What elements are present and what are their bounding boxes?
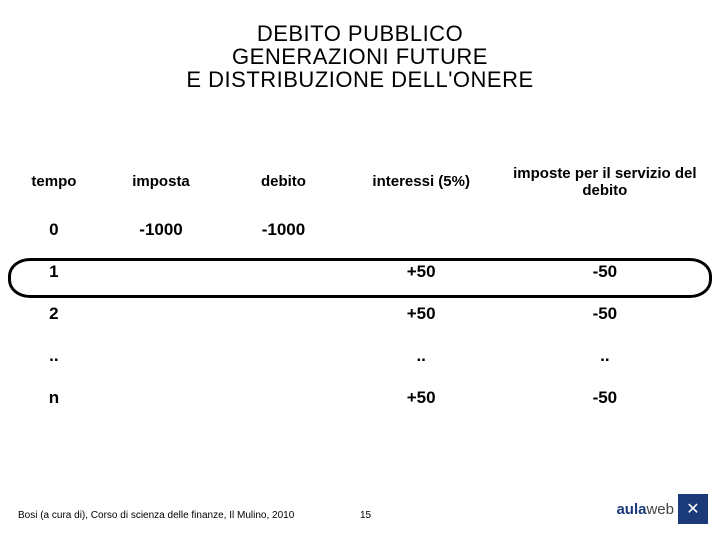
table-row: 1 +50 -50 xyxy=(8,251,712,293)
cell-imposta: -1000 xyxy=(100,209,222,251)
cell-interessi: +50 xyxy=(345,251,498,293)
slide-title: DEBITO PUBBLICO GENERAZIONI FUTURE E DIS… xyxy=(0,0,720,91)
slide-footer: Bosi (a cura di), Corso di scienza delle… xyxy=(0,500,720,530)
cell-servizio: -50 xyxy=(498,377,712,419)
cell-tempo: 2 xyxy=(8,293,100,335)
col-header-imposta: imposta xyxy=(100,155,222,209)
cell-debito: -1000 xyxy=(222,209,344,251)
cell-debito xyxy=(222,377,344,419)
table-header-row: tempo imposta debito interessi (5%) impo… xyxy=(8,155,712,209)
cell-servizio: -50 xyxy=(498,293,712,335)
logo-text: aulaweb xyxy=(616,501,674,518)
cell-debito xyxy=(222,335,344,377)
cell-interessi: .. xyxy=(345,335,498,377)
title-line-1: DEBITO PUBBLICO xyxy=(0,22,720,45)
cell-servizio: .. xyxy=(498,335,712,377)
table-row: 2 +50 -50 xyxy=(8,293,712,335)
col-header-servizio: imposte per il servizio del debito xyxy=(498,155,712,209)
cell-tempo: 1 xyxy=(8,251,100,293)
table-row: .. .. .. xyxy=(8,335,712,377)
cell-debito xyxy=(222,251,344,293)
table-row: 0 -1000 -1000 xyxy=(8,209,712,251)
citation-text: Bosi (a cura di), Corso di scienza delle… xyxy=(0,510,294,521)
page-number: 15 xyxy=(360,510,371,521)
cell-interessi xyxy=(345,209,498,251)
cell-servizio xyxy=(498,209,712,251)
cell-imposta xyxy=(100,293,222,335)
cell-imposta xyxy=(100,377,222,419)
title-line-2: GENERAZIONI FUTURE xyxy=(0,45,720,68)
table-row: n +50 -50 xyxy=(8,377,712,419)
logo-text-aula: aula xyxy=(616,501,646,518)
cell-debito xyxy=(222,293,344,335)
cell-tempo: 0 xyxy=(8,209,100,251)
title-line-3: E DISTRIBUZIONE DELL'ONERE xyxy=(0,68,720,91)
col-header-tempo: tempo xyxy=(8,155,100,209)
cell-interessi: +50 xyxy=(345,293,498,335)
cell-imposta xyxy=(100,335,222,377)
debt-table: tempo imposta debito interessi (5%) impo… xyxy=(8,155,712,419)
logo-text-web: web xyxy=(646,501,674,518)
logo-mark-icon: ✕ xyxy=(678,494,708,524)
aulaweb-logo: aulaweb ✕ xyxy=(616,494,708,524)
cell-imposta xyxy=(100,251,222,293)
cell-interessi: +50 xyxy=(345,377,498,419)
cell-tempo: .. xyxy=(8,335,100,377)
col-header-debito: debito xyxy=(222,155,344,209)
logo-glyph: ✕ xyxy=(686,499,699,519)
debt-table-wrap: tempo imposta debito interessi (5%) impo… xyxy=(8,155,712,419)
col-header-interessi: interessi (5%) xyxy=(345,155,498,209)
cell-tempo: n xyxy=(8,377,100,419)
cell-servizio: -50 xyxy=(498,251,712,293)
